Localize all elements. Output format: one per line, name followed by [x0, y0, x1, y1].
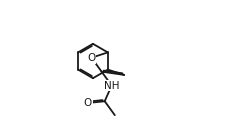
Text: NH: NH	[104, 81, 119, 91]
Text: O: O	[84, 98, 92, 108]
Text: O: O	[87, 53, 96, 63]
